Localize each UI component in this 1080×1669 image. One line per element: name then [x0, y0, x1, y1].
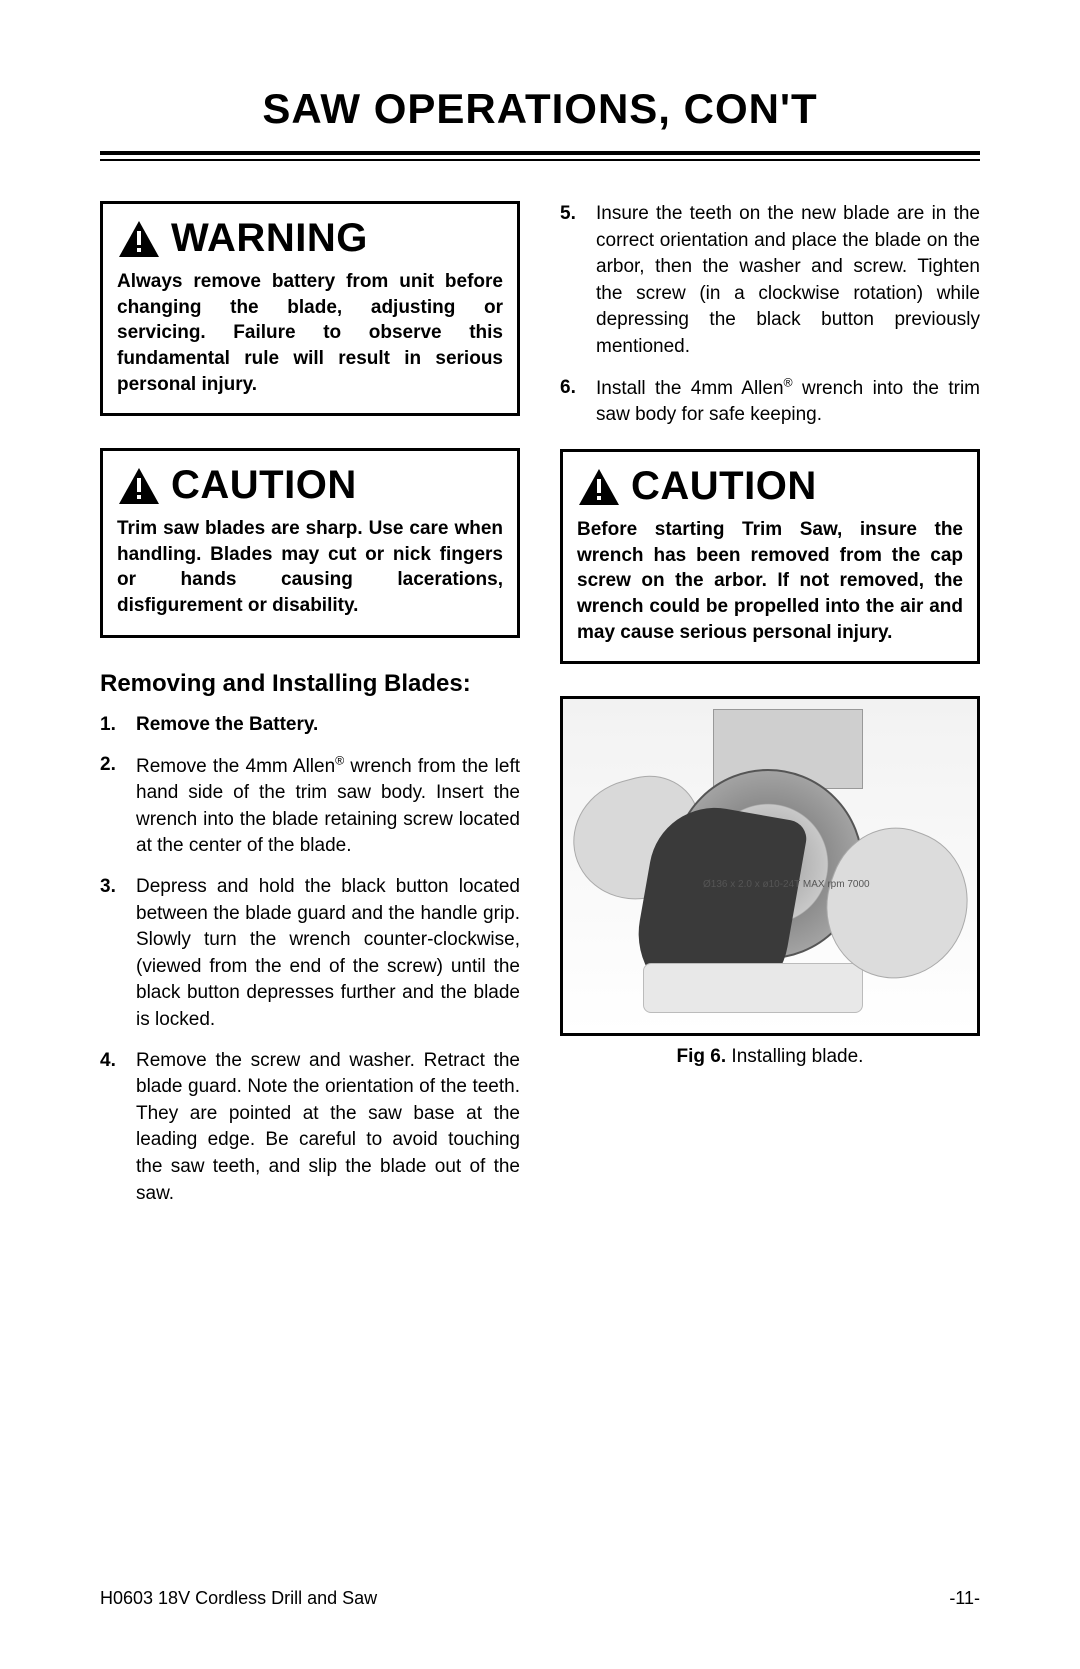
step-item: 4. Remove the screw and washer. Retract … [100, 1048, 520, 1208]
caution-box-left: CAUTION Trim saw blades are sharp. Use c… [100, 448, 520, 638]
step-number: 3. [100, 874, 116, 901]
step-number: 1. [100, 712, 116, 739]
step-item: 5. Insure the teeth on the new blade are… [560, 201, 980, 361]
step-text: Remove the Battery. [136, 714, 318, 735]
caution-title-right: CAUTION [631, 464, 817, 509]
step-text: Install the 4mm Allen® wrench into the t… [596, 378, 980, 426]
step-number: 4. [100, 1048, 116, 1075]
caution-title-left: CAUTION [171, 463, 357, 508]
warning-box: WARNING Always remove battery from unit … [100, 201, 520, 416]
steps-list-right: 5. Insure the teeth on the new blade are… [560, 201, 980, 429]
warning-title: WARNING [171, 216, 368, 261]
two-column-layout: WARNING Always remove battery from unit … [100, 201, 980, 1221]
footer-right: -11- [949, 1588, 980, 1609]
left-column: WARNING Always remove battery from unit … [100, 201, 520, 1221]
figure-caption-label: Fig 6. [677, 1046, 727, 1067]
step-text: Remove the screw and washer. Retract the… [136, 1050, 520, 1204]
title-rule-thin [100, 159, 980, 161]
step-number: 2. [100, 752, 116, 779]
page-footer: H0603 18V Cordless Drill and Saw -11- [100, 1588, 980, 1609]
step-item: 6. Install the 4mm Allen® wrench into th… [560, 375, 980, 430]
warning-icon [117, 219, 161, 259]
caution-body-left: Trim saw blades are sharp. Use care when… [117, 516, 503, 619]
step-item: 1. Remove the Battery. [100, 712, 520, 739]
warning-header: WARNING [117, 216, 503, 261]
caution-body-right: Before starting Trim Saw, insure the wre… [577, 517, 963, 645]
figure-base [643, 963, 863, 1013]
step-text: Remove the 4mm Allen® wrench from the le… [136, 756, 520, 857]
title-rule-thick [100, 151, 980, 155]
caution-header-right: CAUTION [577, 464, 963, 509]
step-item: 2. Remove the 4mm Allen® wrench from the… [100, 752, 520, 860]
caution-header-left: CAUTION [117, 463, 503, 508]
figure-6: Ø136 x 2.0 x ø10-24T MAX rpm 7000 [560, 696, 980, 1036]
caution-icon [577, 467, 621, 507]
step-number: 6. [560, 375, 576, 402]
caution-box-right: CAUTION Before starting Trim Saw, insure… [560, 449, 980, 664]
step-text: Insure the teeth on the new blade are in… [596, 203, 980, 357]
step-number: 5. [560, 201, 576, 228]
step-item: 3. Depress and hold the black button loc… [100, 874, 520, 1034]
figure-blade-label: Ø136 x 2.0 x ø10-24T MAX rpm 7000 [703, 879, 870, 890]
figure-caption: Fig 6. Installing blade. [560, 1046, 980, 1068]
section-heading: Removing and Installing Blades: [100, 670, 520, 698]
footer-left: H0603 18V Cordless Drill and Saw [100, 1588, 377, 1609]
right-column: 5. Insure the teeth on the new blade are… [560, 201, 980, 1221]
step-text: Depress and hold the black button locate… [136, 876, 520, 1030]
steps-list-left: 1. Remove the Battery. 2. Remove the 4mm… [100, 712, 520, 1207]
figure-caption-text: Installing blade. [726, 1046, 863, 1067]
caution-icon [117, 466, 161, 506]
warning-body: Always remove battery from unit before c… [117, 269, 503, 397]
page-title: SAW OPERATIONS, CON'T [100, 85, 980, 133]
